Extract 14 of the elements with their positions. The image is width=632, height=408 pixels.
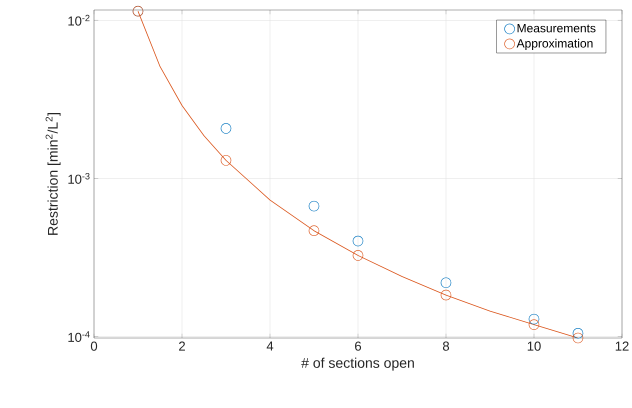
x-tick-label: 12	[616, 342, 629, 351]
x-tick-label: 2	[179, 342, 185, 351]
x-axis-title: # of sections open	[301, 358, 414, 371]
y-tick-label: 10$^{-4}$	[68, 331, 90, 342]
x-tick-label: 8	[442, 342, 450, 351]
x-tick-label: 6	[355, 342, 362, 351]
legend-label: Approximation	[516, 38, 593, 50]
x-tick-label: 0	[90, 342, 98, 351]
y-tick-label: 10$^{-2}$	[68, 14, 90, 26]
x-tick-label: 4	[266, 342, 274, 350]
y-axis-title: Restriction [min$^{2}$/L$^{2}$]	[46, 113, 61, 235]
legend-label: Measurements	[518, 24, 596, 32]
x-tick-label: 10	[528, 342, 541, 351]
y-tick-label: 10$^{-3}$	[68, 172, 90, 184]
